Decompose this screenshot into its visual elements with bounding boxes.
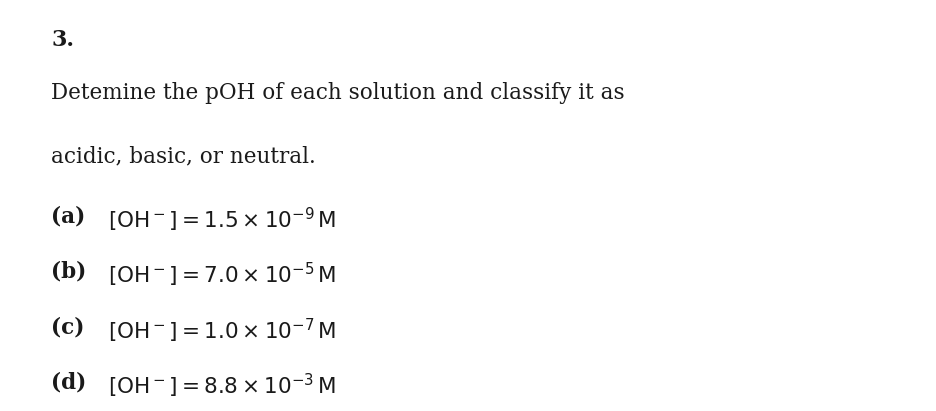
Text: $[\mathrm{OH}^-] = 1.0 \times 10^{-7}\,\mathrm{M}$: $[\mathrm{OH}^-] = 1.0 \times 10^{-7}\,\… bbox=[108, 316, 336, 345]
Text: $[\mathrm{OH}^-] = 7.0 \times 10^{-5}\,\mathrm{M}$: $[\mathrm{OH}^-] = 7.0 \times 10^{-5}\,\… bbox=[108, 261, 336, 289]
Text: $[\mathrm{OH}^-] = 8.8 \times 10^{-3}\,\mathrm{M}$: $[\mathrm{OH}^-] = 8.8 \times 10^{-3}\,\… bbox=[108, 372, 335, 400]
Text: (c): (c) bbox=[51, 316, 85, 339]
Text: acidic, basic, or neutral.: acidic, basic, or neutral. bbox=[51, 146, 316, 168]
Text: (b): (b) bbox=[51, 261, 87, 283]
Text: $[\mathrm{OH}^-] = 1.5 \times 10^{-9}\,\mathrm{M}$: $[\mathrm{OH}^-] = 1.5 \times 10^{-9}\,\… bbox=[108, 206, 336, 234]
Text: Detemine the pOH of each solution and classify it as: Detemine the pOH of each solution and cl… bbox=[51, 82, 625, 104]
Text: (a): (a) bbox=[51, 206, 86, 228]
Text: 3.: 3. bbox=[51, 29, 75, 51]
Text: (d): (d) bbox=[51, 372, 87, 394]
